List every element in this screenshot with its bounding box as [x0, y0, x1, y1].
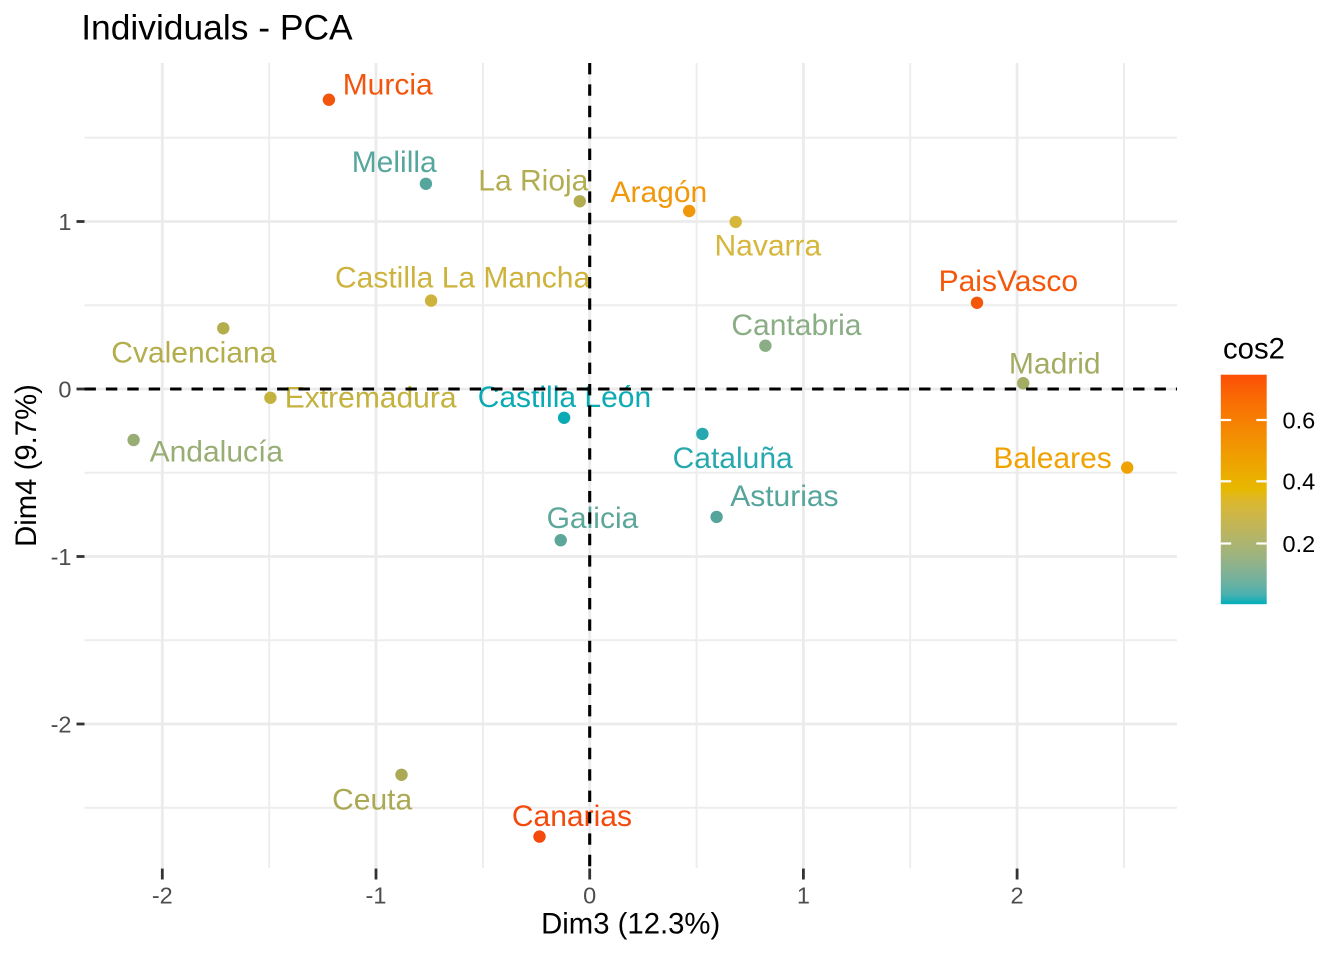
svg-text:-1: -1	[51, 544, 72, 570]
svg-text:Canarias: Canarias	[512, 800, 632, 833]
svg-text:Asturias: Asturias	[730, 480, 838, 513]
svg-text:Galicia: Galicia	[547, 502, 639, 535]
svg-text:0: 0	[583, 882, 596, 908]
svg-text:Madrid: Madrid	[1009, 348, 1101, 381]
svg-text:2: 2	[1011, 882, 1024, 908]
svg-text:-2: -2	[51, 711, 72, 737]
svg-text:Baleares: Baleares	[993, 442, 1111, 475]
svg-text:0.2: 0.2	[1283, 531, 1316, 557]
svg-text:Cantabria: Cantabria	[731, 309, 861, 342]
svg-text:La Rioja: La Rioja	[478, 165, 588, 198]
svg-text:Cataluña: Cataluña	[673, 442, 793, 475]
svg-text:Aragón: Aragón	[611, 176, 708, 209]
svg-text:1: 1	[797, 882, 810, 908]
svg-text:Melilla: Melilla	[352, 146, 437, 179]
svg-text:Navarra: Navarra	[715, 230, 822, 263]
svg-text:-1: -1	[366, 882, 387, 908]
svg-text:1: 1	[58, 209, 71, 235]
svg-text:-2: -2	[152, 882, 173, 908]
svg-text:Andalucía: Andalucía	[150, 435, 284, 468]
svg-text:Ceuta: Ceuta	[332, 784, 412, 817]
svg-text:Extremadura: Extremadura	[285, 381, 457, 414]
svg-text:Castilla La Mancha: Castilla La Mancha	[335, 262, 590, 295]
svg-text:Cvalenciana: Cvalenciana	[111, 336, 276, 369]
svg-text:Castilla León: Castilla León	[478, 381, 651, 414]
svg-text:Dim4 (9.7%): Dim4 (9.7%)	[10, 384, 43, 547]
svg-text:cos2: cos2	[1223, 333, 1285, 366]
svg-text:PaisVasco: PaisVasco	[939, 265, 1079, 298]
svg-text:Murcia: Murcia	[343, 69, 433, 102]
svg-text:0.4: 0.4	[1283, 469, 1316, 495]
svg-text:0.6: 0.6	[1283, 407, 1316, 433]
svg-text:Individuals - PCA: Individuals - PCA	[81, 8, 353, 48]
svg-text:Dim3 (12.3%): Dim3 (12.3%)	[541, 908, 720, 941]
svg-text:0: 0	[58, 376, 71, 402]
